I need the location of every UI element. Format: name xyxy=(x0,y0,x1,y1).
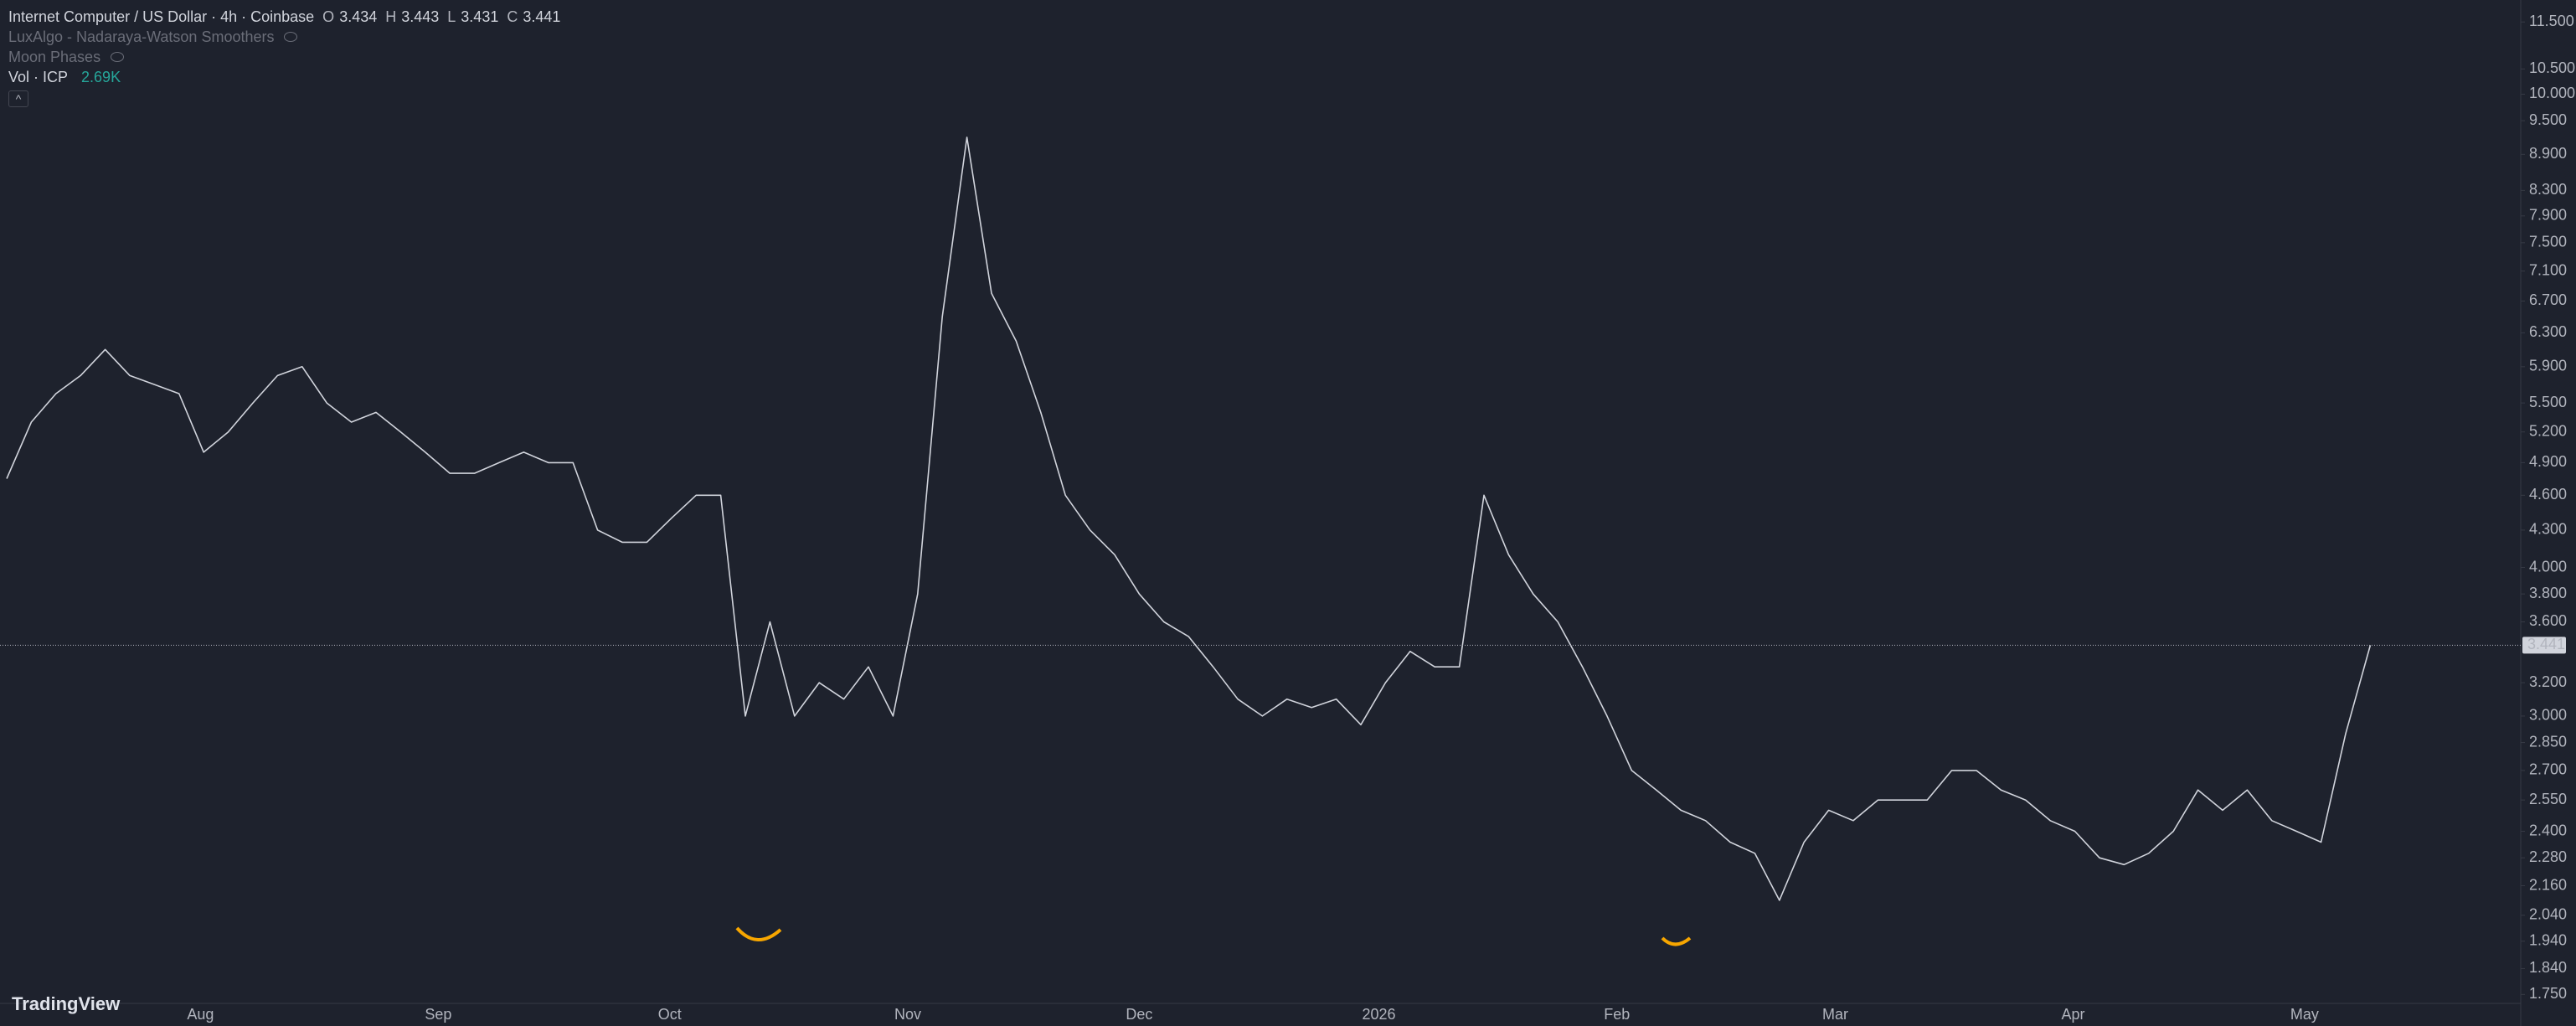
x-tick-label: Oct xyxy=(658,1006,682,1023)
indicator-name[interactable]: LuxAlgo - Nadaraya-Watson Smoothers xyxy=(8,28,275,45)
ohlc-value: 3.431 xyxy=(461,8,499,25)
x-tick-label: Mar xyxy=(1822,1006,1848,1023)
y-tick-label: 3.000 xyxy=(2529,707,2567,724)
legend-overlay: Internet Computer / US Dollar · 4h · Coi… xyxy=(8,7,560,107)
ohlc-value: 3.443 xyxy=(401,8,440,25)
y-tick-label: 5.500 xyxy=(2529,394,2567,410)
y-tick-label: 2.280 xyxy=(2529,848,2567,865)
indicator-name[interactable]: Moon Phases xyxy=(8,49,101,65)
y-tick-label: 4.600 xyxy=(2529,486,2567,503)
y-tick-label: 6.700 xyxy=(2529,291,2567,308)
y-tick-label: 8.300 xyxy=(2529,181,2567,198)
y-tick-label: 7.900 xyxy=(2529,207,2567,224)
ohlc-label: L xyxy=(447,8,456,25)
y-tick-label: 10.000 xyxy=(2529,85,2575,101)
symbol-row: Internet Computer / US Dollar · 4h · Coi… xyxy=(8,7,560,27)
collapse-button[interactable]: ^ xyxy=(8,90,28,107)
volume-value: 2.69K xyxy=(81,69,121,85)
eye-icon[interactable] xyxy=(284,32,298,42)
y-tick-label: 2.400 xyxy=(2529,822,2567,838)
y-tick-label: 9.500 xyxy=(2529,111,2567,128)
indicator-row[interactable]: Moon Phases xyxy=(8,47,560,67)
x-tick-label: Apr xyxy=(2062,1006,2085,1023)
price-line xyxy=(6,137,2372,901)
x-tick-label: Feb xyxy=(1604,1006,1630,1023)
drawing-arc xyxy=(1661,936,1692,946)
y-tick-label: 1.750 xyxy=(2529,985,2567,1002)
eye-icon[interactable] xyxy=(111,52,125,62)
last-price-box xyxy=(2522,637,2566,654)
y-tick-label: 6.300 xyxy=(2529,323,2567,340)
y-tick-label: 1.940 xyxy=(2529,932,2567,949)
y-tick-label: 5.200 xyxy=(2529,422,2567,439)
y-tick-label: 4.900 xyxy=(2529,453,2567,470)
indicator-row[interactable]: LuxAlgo - Nadaraya-Watson Smoothers xyxy=(8,27,560,47)
y-tick-label: 8.900 xyxy=(2529,145,2567,162)
y-tick-label: 2.850 xyxy=(2529,733,2567,750)
last-price-label: 3.441 xyxy=(2527,636,2565,652)
y-tick-label: 2.040 xyxy=(2529,906,2567,923)
symbol: Internet Computer / US Dollar · 4h · Coi… xyxy=(8,8,315,25)
y-tick-label: 7.100 xyxy=(2529,261,2567,278)
y-tick-label: 4.300 xyxy=(2529,521,2567,538)
ohlc-value: 3.441 xyxy=(523,8,561,25)
ohlc-label: C xyxy=(507,8,518,25)
y-tick-label: 3.600 xyxy=(2529,612,2567,629)
ohlc-label: H xyxy=(385,8,397,25)
y-tick-label: 2.160 xyxy=(2529,876,2567,893)
x-tick-label: Dec xyxy=(1126,1006,1152,1023)
volume-label: Vol · ICP xyxy=(8,69,69,85)
y-tick-label: 2.550 xyxy=(2529,791,2567,807)
y-tick-label: 11.500 xyxy=(2529,13,2574,29)
x-tick-label: 2026 xyxy=(1362,1006,1395,1023)
y-tick-label: 10.500 xyxy=(2529,59,2575,76)
ohlc-value: 3.434 xyxy=(339,8,378,25)
volume-row[interactable]: Vol · ICP 2.69K xyxy=(8,67,560,87)
x-tick-label: Sep xyxy=(425,1006,451,1023)
y-tick-label: 4.000 xyxy=(2529,558,2567,575)
logo: TradingView xyxy=(12,993,121,1014)
y-tick-label: 2.700 xyxy=(2529,761,2567,778)
x-tick-label: Aug xyxy=(187,1006,214,1023)
ohlc-label: O xyxy=(322,8,335,25)
y-tick-label: 3.200 xyxy=(2529,673,2567,690)
y-tick-label: 7.500 xyxy=(2529,234,2567,250)
y-tick-label: 3.800 xyxy=(2529,585,2567,601)
x-tick-label: May xyxy=(2290,1006,2319,1023)
x-tick-label: Nov xyxy=(894,1006,921,1023)
drawing-arc xyxy=(735,926,782,941)
y-tick-label: 1.840 xyxy=(2529,959,2567,976)
y-tick-label: 5.900 xyxy=(2529,358,2567,374)
